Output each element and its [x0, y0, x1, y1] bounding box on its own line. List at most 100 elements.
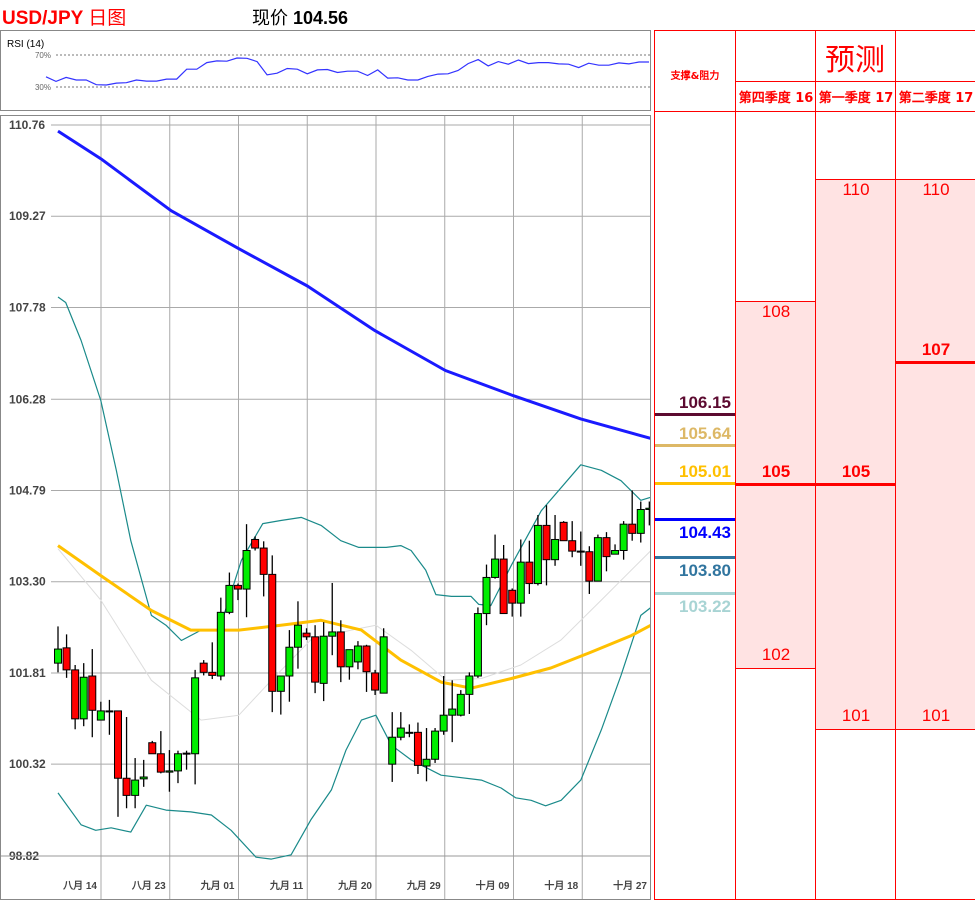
candle [173, 750, 182, 784]
candle-body-down [602, 537, 611, 558]
candle [379, 628, 388, 694]
bollinger-mid-line [57, 548, 652, 721]
candle [576, 531, 585, 566]
candle-body-up [293, 624, 302, 648]
forecast-mid: 105 [761, 462, 791, 481]
candle [139, 759, 148, 787]
candle [113, 710, 122, 817]
candle-body-up [139, 776, 148, 780]
timeframe-label: 日图 [88, 7, 127, 29]
support-level-line [655, 591, 735, 595]
candle [96, 701, 105, 721]
candle-body-down [362, 645, 371, 673]
forecast-low: 101 [921, 706, 951, 725]
candle-body-down [559, 521, 568, 542]
candle [156, 731, 165, 774]
candle-body-down [508, 589, 517, 604]
forecast-period-header: 第二季度 17 [898, 91, 974, 106]
x-tick-label: 八月 14 [62, 880, 97, 892]
ma-short-line [57, 544, 652, 690]
candle-body-up [173, 753, 182, 772]
candle-body-down [302, 632, 311, 638]
price-label: 现价 [252, 8, 288, 29]
candle-body-down [122, 777, 131, 796]
candle [439, 676, 448, 735]
support-level-label: 103.80 [679, 561, 731, 581]
forecast-period-header: 第一季度 17 [818, 91, 894, 106]
x-tick-label: 九月 20 [337, 879, 372, 892]
candle-body-up [516, 561, 525, 604]
forecast-high: 110 [922, 180, 950, 199]
x-tick-label: 九月 01 [200, 879, 235, 892]
rsi-level-label: 30% [35, 83, 51, 92]
candle [448, 680, 457, 743]
candle-body-up [593, 537, 602, 582]
forecast-table: 108 102 105 第四季度 16 110 101 105 第一季度 17 110 101 10… [654, 30, 975, 900]
candle-body-up [405, 731, 414, 734]
support-level-label: 106.15 [679, 392, 731, 412]
candle-body-down [251, 538, 260, 549]
candle [88, 649, 97, 738]
candle-body-up [473, 613, 482, 677]
y-tick-label: 103.30 [9, 575, 46, 589]
candle-body-down [371, 672, 380, 691]
candle-body-down [499, 558, 508, 615]
rsi-line [45, 57, 649, 86]
candle-body-up [611, 549, 620, 555]
candle [71, 664, 80, 730]
candle-body-down [233, 584, 242, 590]
forecast-mid-line [736, 483, 816, 486]
candle [371, 669, 380, 695]
candle [259, 541, 268, 597]
support-resistance-header: 支撑&阻力 [670, 71, 720, 82]
candle [396, 712, 405, 741]
candle [105, 699, 114, 735]
candle-body-up [353, 645, 362, 663]
candle-body-up [182, 752, 191, 755]
support-level-label: 105.01 [679, 462, 731, 482]
candle-body-down [105, 710, 114, 713]
candle [191, 669, 200, 785]
price-value: 104.56 [293, 8, 349, 28]
candle [251, 536, 260, 551]
candle-body-up [456, 693, 465, 716]
candle [628, 490, 637, 541]
bollinger-line [57, 296, 652, 642]
candle [516, 539, 525, 617]
candle [79, 663, 88, 727]
forecast-mid: 107 [921, 340, 951, 359]
candle [499, 544, 508, 615]
y-tick-label: 109.27 [9, 209, 46, 223]
column-divider [895, 31, 896, 899]
rsi-label: RSI (14) [7, 39, 44, 50]
support-level-line [655, 517, 735, 521]
candle-body-up [551, 538, 560, 561]
candle-body-up [388, 736, 397, 765]
forecast-low: 102 [761, 645, 791, 664]
candle-body-up [636, 508, 645, 534]
candle-body-up [165, 770, 174, 773]
candle [131, 758, 140, 809]
candle-body-down [88, 675, 97, 711]
candle-body-up [439, 714, 448, 732]
candle [508, 588, 517, 617]
candle [619, 521, 628, 560]
support-level-line [655, 556, 735, 560]
candle-body-up [319, 635, 328, 684]
candle-body-up [431, 730, 440, 760]
candle-body-down [148, 742, 157, 755]
candle-body-up [54, 648, 62, 664]
x-tick-label: 十月 09 [476, 879, 510, 892]
candle [551, 514, 560, 566]
candle [336, 620, 345, 683]
candle [473, 607, 482, 678]
candle-body-down [259, 547, 268, 575]
candle [593, 534, 602, 582]
support-level-line [655, 412, 735, 416]
candle [585, 546, 594, 594]
candle [311, 625, 320, 694]
candle [216, 597, 225, 681]
candle [525, 540, 534, 594]
forecast-high: 108 [761, 302, 791, 321]
candle-body-up [96, 710, 105, 721]
